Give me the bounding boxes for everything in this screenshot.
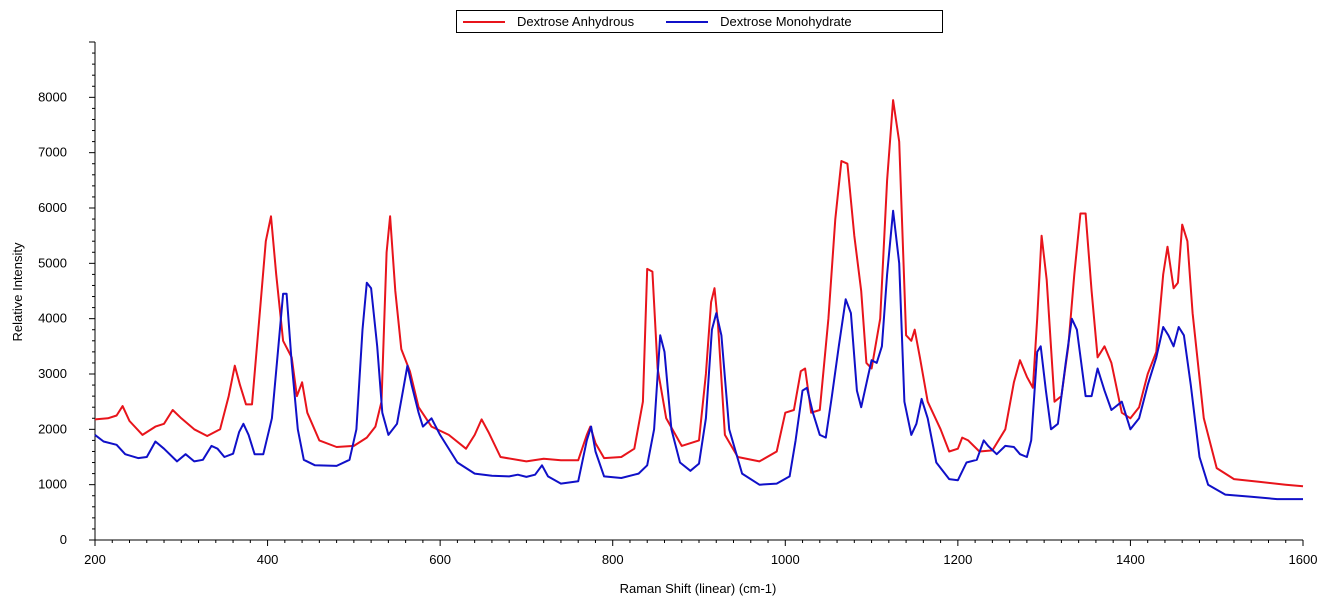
y-tick-label: 1000 — [38, 477, 67, 492]
legend-item-monohydrate: Dextrose Monohydrate — [666, 14, 852, 29]
x-tick-label: 1000 — [771, 552, 800, 567]
y-tick-label: 3000 — [38, 366, 67, 381]
legend-label-anhydrous: Dextrose Anhydrous — [517, 14, 635, 29]
chart-legend: Dextrose Anhydrous Dextrose Monohydrate — [456, 10, 943, 33]
y-tick-label: 7000 — [38, 145, 67, 160]
y-tick-label: 0 — [60, 532, 67, 547]
y-tick-label: 8000 — [38, 89, 67, 104]
x-tick-label: 200 — [84, 552, 106, 567]
y-tick-label: 6000 — [38, 200, 67, 215]
series-line-monohydrate — [94, 209, 1303, 501]
x-tick-label: 600 — [429, 552, 451, 567]
y-tick-label: 2000 — [38, 421, 67, 436]
y-tick-label: 5000 — [38, 255, 67, 270]
x-tick-label: 1400 — [1116, 552, 1145, 567]
chart-axes: 0 1000 2000 3000 4000 5000 6000 7000 8000 200 400 6… — [38, 41, 1318, 567]
x-tick-label: 800 — [602, 552, 624, 567]
legend-swatch-monohydrate — [666, 20, 709, 23]
x-tick-label: 1200 — [943, 552, 972, 567]
series-line-anhydrous — [94, 99, 1304, 488]
y-tick-label: 4000 — [38, 311, 67, 326]
x-tick-label: 400 — [257, 552, 279, 567]
legend-item-anhydrous: Dextrose Anhydrous — [463, 14, 634, 29]
legend-swatch-anhydrous — [463, 20, 505, 23]
series-layer — [94, 99, 1304, 501]
legend-label-monohydrate: Dextrose Monohydrate — [720, 14, 852, 29]
x-tick-label: 1600 — [1289, 552, 1318, 567]
x-axis-title: Raman Shift (linear) (cm-1) — [620, 581, 777, 596]
y-axis-title: Relative Intensity — [10, 242, 25, 341]
